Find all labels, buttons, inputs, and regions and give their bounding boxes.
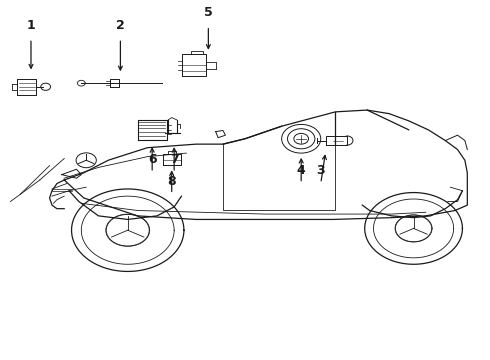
Text: 6: 6 <box>148 153 156 166</box>
Text: 4: 4 <box>297 164 306 177</box>
Text: 5: 5 <box>204 6 213 19</box>
Text: 2: 2 <box>116 19 125 32</box>
Text: 3: 3 <box>317 164 325 177</box>
Text: 7: 7 <box>170 153 178 166</box>
Text: 8: 8 <box>168 175 176 188</box>
Text: 1: 1 <box>26 19 35 32</box>
